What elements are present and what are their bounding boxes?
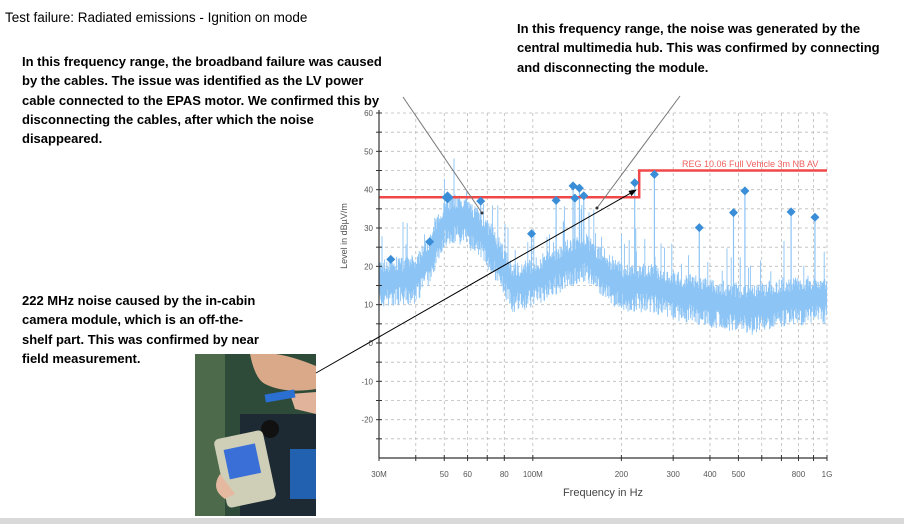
peak-marker [649,169,659,179]
peak-marker [740,186,750,196]
camera-note: 222 MHz noise caused by the in-cabin cam… [22,293,259,366]
peak-marker [579,191,589,201]
multimedia-callout-line [596,95,681,209]
multimedia-note: In this frequency range, the noise was g… [517,21,880,75]
camera-callout-arrow [315,189,637,374]
x-tick-label: 500 [732,470,746,479]
x-tick-label: 200 [615,470,629,479]
slide-title: Test failure: Radiated emissions - Ignit… [5,10,308,25]
x-tick-label: 60 [463,470,472,479]
peak-marker [786,207,796,217]
y-tick-label: 40 [364,186,373,195]
y-tick-label: 30 [364,224,373,233]
x-tick-label: 400 [703,470,717,479]
y-tick-label: 0 [369,339,374,348]
peak-marker [476,196,486,206]
peak-markers [386,169,820,264]
x-tick-label: 1G [822,470,833,479]
y-tick-label: 10 [364,301,373,310]
peak-marker [441,191,454,204]
x-axis-label: Frequency in Hz [563,487,643,499]
x-tick-label: 800 [792,470,806,479]
near-field-measurement-photo [195,354,316,516]
x-tick-label: 80 [500,470,509,479]
peak-marker [630,178,640,188]
x-tick-label: 300 [667,470,681,479]
peak-marker [810,212,820,222]
y-tick-label: 60 [364,109,373,118]
broadband-callout-dot [480,211,484,215]
peak-marker [574,183,584,193]
peak-marker [386,254,396,264]
y-tick-label: -10 [361,377,373,386]
peak-marker [527,229,537,239]
y-tick-label: -20 [361,416,373,425]
peak-marker [551,195,561,205]
bottom-bar [0,518,904,524]
trace-path [378,158,828,335]
peak-marker [570,193,580,203]
broadband-note: In this frequency range, the broadband f… [22,54,382,147]
peak-marker [694,223,704,233]
x-tick-label: 50 [440,470,449,479]
y-tick-label: 50 [364,147,373,156]
emission-trace [378,158,828,335]
limit-line-group [379,169,827,199]
chart-axes: 30M 50 60 80 100M 200 300 400 500 800 1G6050403020… [361,109,832,479]
limit-line [379,169,827,199]
x-tick-label: 100M [523,470,543,479]
peak-marker [425,237,435,247]
y-tick-label: 20 [364,262,373,271]
limit-line-label: REG 10.06 Full Vehicle 3m NB AV [682,159,818,169]
broadband-callout-line [402,96,483,214]
y-axis-label: Level in dBµV/m [339,203,349,269]
x-tick-label: 30M [371,470,387,479]
multimedia-callout-dot [595,206,599,210]
peak-marker [728,208,738,218]
